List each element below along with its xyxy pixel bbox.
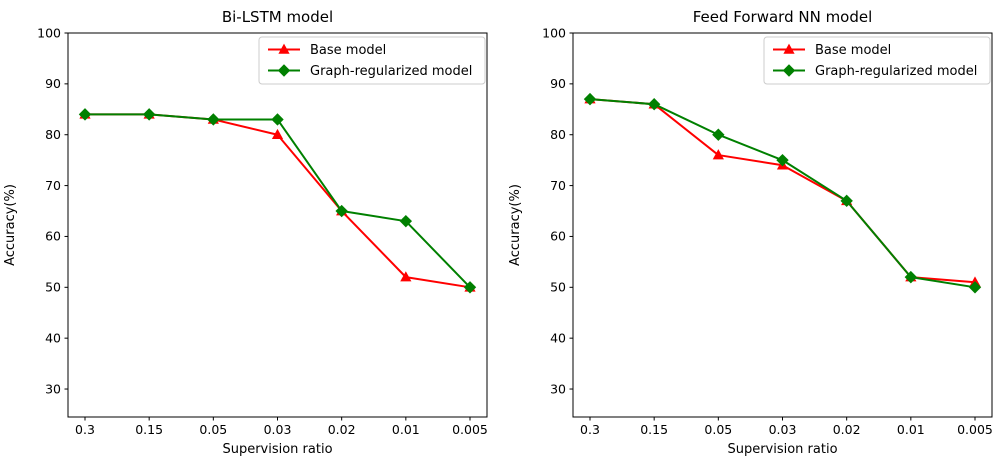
legend-label: Base model — [815, 43, 891, 58]
diamond-marker — [271, 113, 284, 126]
legend-item: Graph-regularized model — [268, 64, 472, 79]
y-tick-label: 30 — [45, 381, 61, 396]
diamond-marker — [904, 270, 918, 284]
diamond-marker — [840, 194, 853, 208]
chart-bi-lstm: 30 40 50 60 70 80 90 100 0.3 0.15 0.05 0.03 0.02 0.01… — [3, 8, 488, 457]
triangle-up-icon — [783, 43, 795, 54]
diamond-marker — [583, 92, 597, 106]
y-tick-label: 50 — [550, 280, 566, 295]
x-tick-label: 0.01 — [392, 422, 420, 437]
diamond-marker — [335, 204, 348, 218]
y-axis-label: Accuracy(%) — [3, 184, 18, 266]
series-base-model — [79, 108, 476, 292]
y-tick-label: 80 — [550, 127, 566, 142]
x-tick-label: 0.03 — [264, 422, 292, 437]
x-axis: 0.3 0.15 0.05 0.03 0.02 0.01 0.005 — [75, 417, 488, 437]
y-tick-label: 100 — [37, 25, 61, 40]
x-tick-label: 0.3 — [75, 422, 95, 437]
diamond-icon — [782, 64, 796, 77]
y-tick-label: 70 — [45, 178, 61, 193]
x-tick-label: 0.15 — [640, 422, 668, 437]
chart-title: Bi-LSTM model — [222, 8, 333, 26]
chart-feed-forward-nn: 30 40 50 60 70 80 90 100 0.3 0.15 0.05 0.03 0.02 0.01… — [508, 8, 993, 457]
diamond-marker — [776, 153, 789, 167]
diamond-marker — [968, 281, 982, 294]
x-axis-label: Supervision ratio — [222, 442, 332, 457]
series-line — [84, 113, 471, 289]
y-tick-label: 50 — [45, 280, 61, 295]
y-tick-label: 40 — [45, 330, 61, 345]
diamond-marker — [207, 113, 220, 126]
x-tick-label: 0.02 — [328, 422, 356, 437]
y-tick-label: 60 — [550, 229, 566, 244]
legend-item: Graph-regularized model — [773, 64, 977, 79]
x-tick-label: 0.005 — [957, 422, 993, 437]
y-axis-label: Accuracy(%) — [508, 184, 523, 266]
diamond-marker — [142, 108, 156, 121]
series-line — [589, 98, 976, 284]
y-tick-label: 60 — [45, 229, 61, 244]
diamond-icon — [277, 64, 291, 77]
x-tick-label: 0.005 — [452, 422, 488, 437]
y-tick-label: 30 — [550, 381, 566, 396]
y-tick-label: 90 — [550, 76, 566, 91]
diamond-marker — [78, 108, 92, 121]
legend-box — [763, 36, 991, 85]
x-tick-label: 0.15 — [135, 422, 163, 437]
legend-label: Base model — [310, 43, 386, 58]
diamond-marker — [712, 128, 725, 141]
x-tick-label: 0.05 — [199, 422, 227, 437]
legend: Base model Graph-regularized model — [258, 36, 486, 85]
legend-label: Graph-regularized model — [310, 64, 472, 79]
x-tick-label: 0.01 — [897, 422, 925, 437]
chart-title: Feed Forward NN model — [693, 8, 873, 26]
axes-spines — [572, 32, 993, 418]
x-tick-label: 0.03 — [769, 422, 797, 437]
diamond-marker — [647, 98, 661, 111]
series-graph-regularized-model — [78, 108, 477, 294]
legend: Base model Graph-regularized model — [763, 36, 991, 85]
triangle-up-marker — [712, 149, 724, 160]
legend-label: Graph-regularized model — [815, 64, 977, 79]
y-axis: 30 40 50 60 70 80 90 100 — [37, 25, 68, 396]
x-tick-label: 0.05 — [704, 422, 732, 437]
legend-item: Base model — [268, 43, 386, 58]
legend-box — [258, 36, 486, 85]
y-axis: 30 40 50 60 70 80 90 100 — [542, 25, 573, 396]
series-line — [84, 113, 471, 289]
x-tick-label: 0.02 — [833, 422, 861, 437]
triangle-up-marker — [400, 271, 412, 282]
x-axis-label: Supervision ratio — [727, 442, 837, 457]
axes-spines — [67, 32, 488, 418]
y-tick-label: 70 — [550, 178, 566, 193]
series-base-model — [584, 93, 981, 287]
x-axis: 0.3 0.15 0.05 0.03 0.02 0.01 0.005 — [580, 417, 993, 437]
y-tick-label: 40 — [550, 330, 566, 345]
x-tick-label: 0.3 — [580, 422, 600, 437]
y-tick-label: 100 — [542, 25, 566, 40]
diamond-marker — [399, 214, 413, 228]
triangle-up-icon — [278, 43, 290, 54]
series-graph-regularized-model — [583, 92, 982, 294]
triangle-up-marker — [271, 128, 284, 140]
legend-item: Base model — [773, 43, 891, 58]
y-tick-label: 90 — [45, 76, 61, 91]
series-line — [589, 98, 976, 289]
diamond-marker — [463, 281, 477, 294]
y-tick-label: 80 — [45, 127, 61, 142]
